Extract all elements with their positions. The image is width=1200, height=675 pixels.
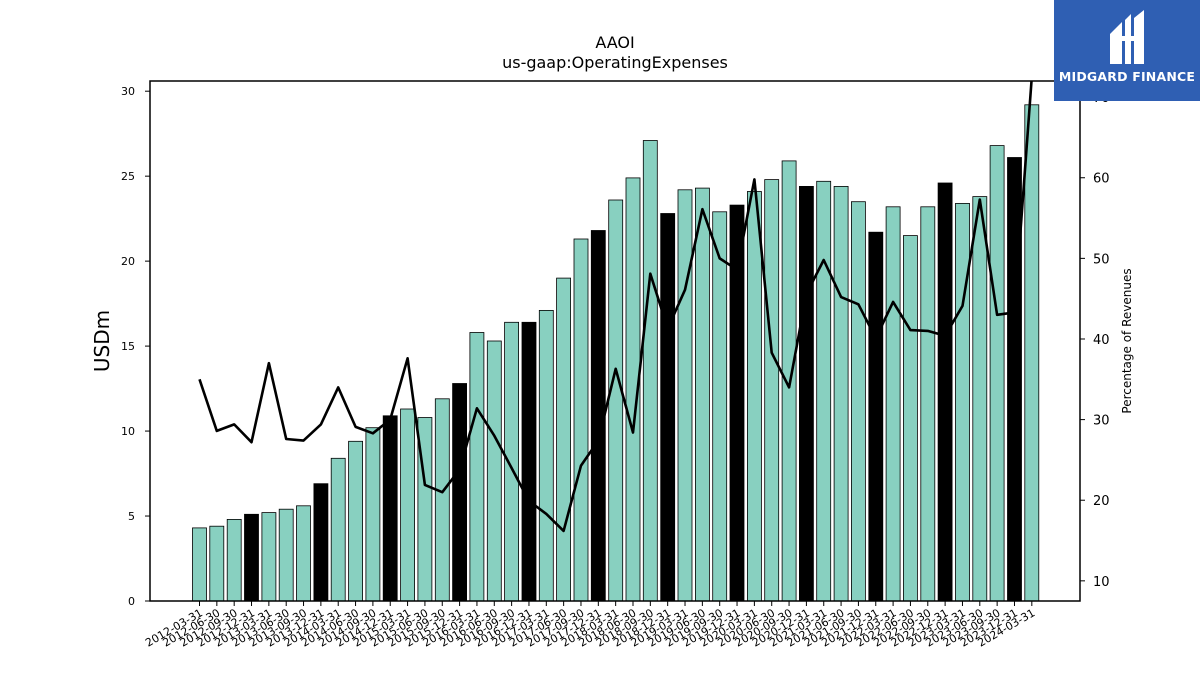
- bar-2021-03-31: [816, 180, 832, 602]
- bar-2021-09-30: [851, 201, 866, 602]
- x-axis: 2012-03-312012-06-302012-09-302012-12-31…: [143, 601, 1037, 650]
- bar-2020-03-31: [747, 191, 762, 602]
- chart-title: AAOI: [595, 33, 634, 52]
- bar-2016-12-31: [521, 321, 537, 602]
- bar-2014-03-31: [330, 457, 346, 602]
- bar-2022-12-31: [937, 182, 953, 602]
- bar-2023-12-31: [1007, 157, 1022, 602]
- bar-2012-03-31: [192, 527, 207, 602]
- bars-group: [192, 104, 1040, 602]
- bar-2020-12-31: [799, 185, 814, 602]
- ytick-right-label: 20: [1093, 494, 1110, 509]
- bar-2023-03-31: [955, 202, 970, 602]
- bar-2012-09-30: [226, 519, 242, 602]
- bar-2017-09-30: [573, 238, 589, 602]
- bar-2016-03-31: [469, 332, 485, 602]
- bar-2022-09-30: [920, 206, 936, 602]
- bar-2019-03-31: [677, 189, 693, 602]
- bar-2021-06-30: [833, 185, 849, 602]
- bar-2018-03-31: [608, 199, 624, 602]
- percentage-line: [198, 81, 1033, 533]
- bar-2014-06-30: [348, 440, 364, 602]
- bar-2015-09-30: [434, 398, 450, 602]
- ytick-right-label: 10: [1093, 575, 1110, 590]
- bar-2023-06-30: [972, 196, 988, 602]
- bar-2013-03-31: [261, 512, 277, 602]
- y2-axis-label: Percentage of Revenues: [1120, 268, 1134, 413]
- logo-text: MIDGARD FINANCE: [1058, 69, 1196, 84]
- ytick-left-label: 5: [128, 510, 135, 523]
- ytick-left-label: 0: [128, 595, 135, 608]
- ytick-left-label: 20: [121, 255, 135, 268]
- bar-2024-03-31: [1024, 104, 1040, 602]
- bar-2015-03-31: [400, 408, 416, 602]
- bar-2014-12-31: [382, 415, 398, 602]
- bar-2013-09-30: [296, 505, 311, 602]
- ytick-right-label: 40: [1093, 333, 1110, 348]
- bar-2017-06-30: [556, 277, 571, 602]
- bar-2022-03-31: [885, 206, 901, 602]
- bar-2016-06-30: [486, 340, 502, 602]
- bar-2023-09-30: [989, 145, 1005, 602]
- bar-2018-09-30: [642, 140, 658, 602]
- ytick-left-label: 30: [121, 85, 135, 98]
- brand-logo: MIDGARD FINANCE: [1054, 0, 1200, 101]
- ytick-left-label: 15: [121, 340, 135, 353]
- ytick-right-label: 60: [1093, 172, 1110, 187]
- bar-2021-12-31: [868, 231, 884, 602]
- bar-2017-03-31: [538, 309, 554, 602]
- plot-frame: [149, 80, 1081, 602]
- bar-2013-06-30: [278, 508, 294, 602]
- line-group: [198, 81, 1033, 533]
- bar-2018-12-31: [660, 213, 676, 602]
- y-axis-label: USDm: [90, 310, 114, 372]
- bar-2019-09-30: [712, 211, 728, 602]
- ytick-left-label: 25: [121, 170, 135, 183]
- chart-subtitle: us-gaap:OperatingExpenses: [502, 53, 728, 72]
- logo-mark-icon: [1110, 10, 1144, 64]
- y-axis-right: 10203040506070: [1080, 91, 1110, 590]
- ytick-right-label: 30: [1093, 414, 1110, 429]
- bar-2020-06-30: [764, 179, 780, 602]
- bar-2016-09-30: [504, 321, 520, 602]
- ytick-left-label: 10: [121, 425, 135, 438]
- bar-2014-09-30: [365, 427, 381, 602]
- bar-2022-06-30: [903, 235, 918, 602]
- y-axis-left: 0 5 10 15 20 25 30: [121, 85, 150, 608]
- bar-2019-06-30: [695, 187, 710, 602]
- bar-2012-12-31: [244, 513, 259, 602]
- bar-2012-06-30: [209, 525, 225, 602]
- bar-2015-12-31: [452, 383, 468, 602]
- ytick-right-label: 50: [1093, 252, 1110, 267]
- bar-2013-12-31: [313, 483, 329, 602]
